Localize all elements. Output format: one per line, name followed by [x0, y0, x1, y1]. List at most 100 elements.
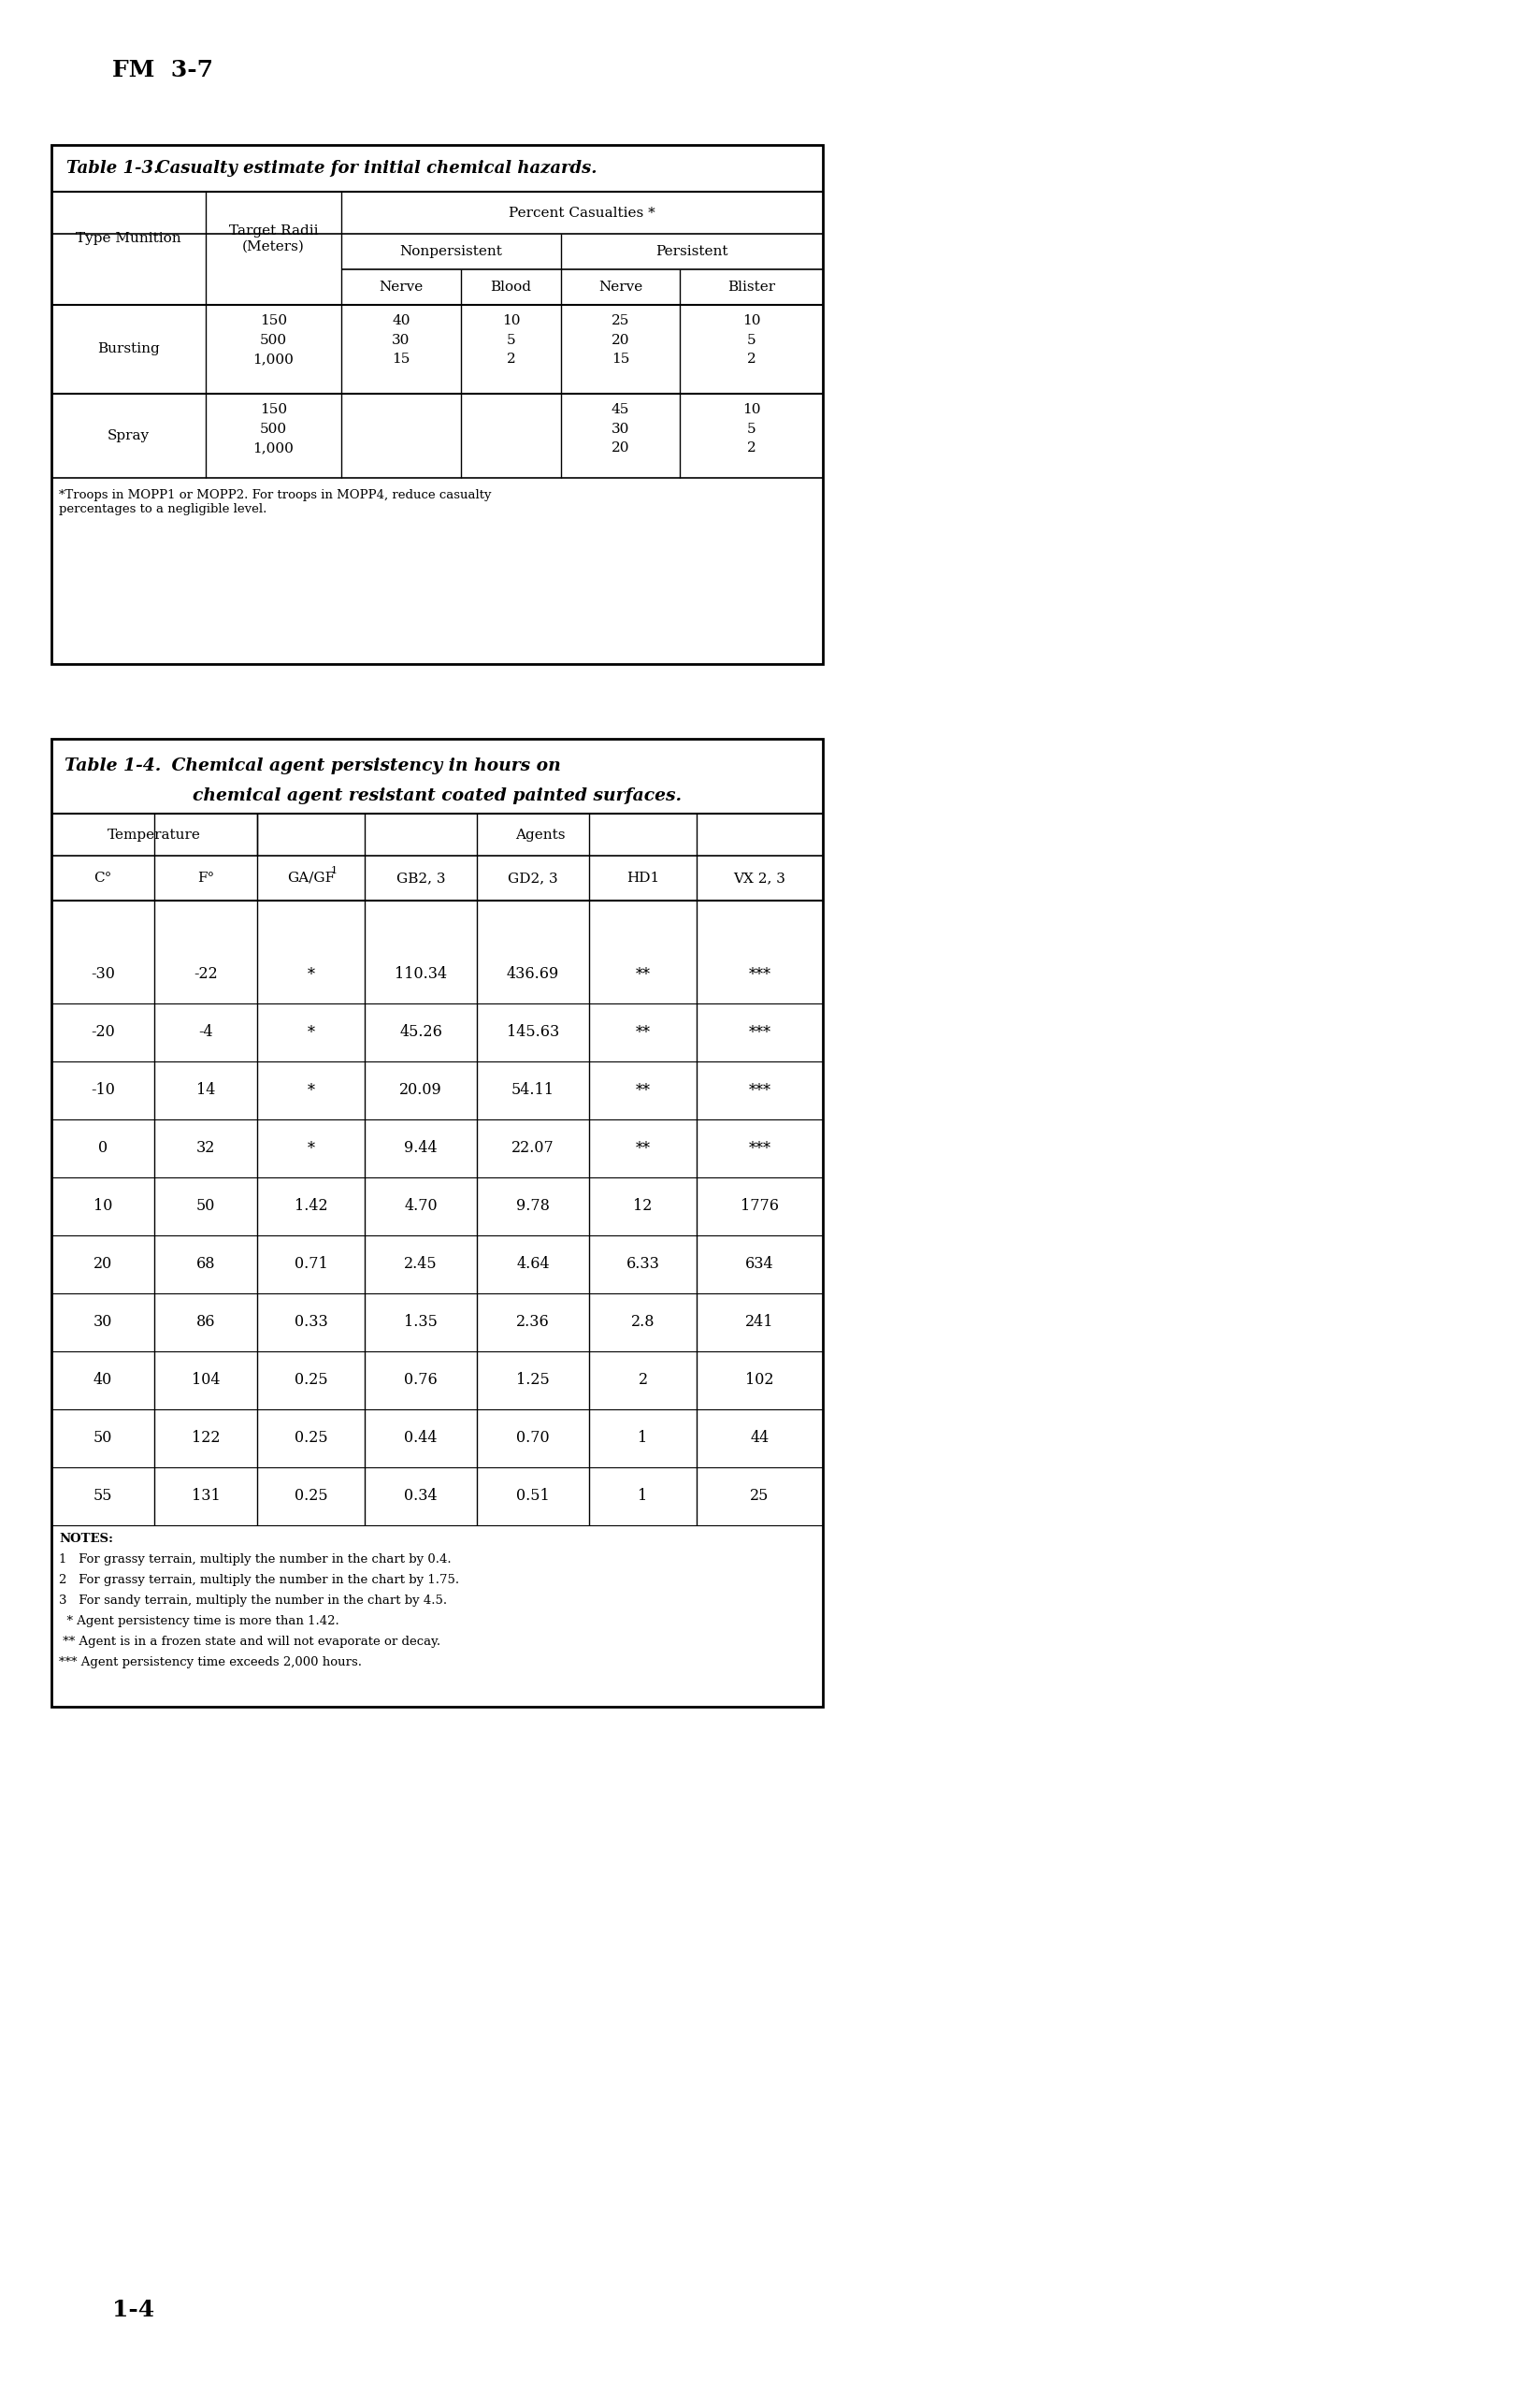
Text: Type Munition: Type Munition [75, 233, 182, 245]
Text: 1: 1 [638, 1431, 648, 1445]
Text: 0.70: 0.70 [516, 1431, 550, 1445]
Text: 45
30
20: 45 30 20 [611, 402, 630, 455]
Text: 131: 131 [191, 1488, 220, 1505]
Text: 32: 32 [196, 1140, 216, 1157]
Text: 1: 1 [331, 867, 337, 876]
Text: ***: *** [748, 1024, 772, 1040]
Text: 20: 20 [94, 1257, 112, 1271]
Text: Persistent: Persistent [656, 245, 728, 257]
Text: 30: 30 [94, 1314, 112, 1331]
Text: *Troops in MOPP1 or MOPP2. For troops in MOPP4, reduce casualty
percentages to a: *Troops in MOPP1 or MOPP2. For troops in… [59, 488, 491, 514]
Text: **: ** [636, 967, 650, 983]
Text: 0: 0 [99, 1140, 108, 1157]
Text: 22.07: 22.07 [511, 1140, 554, 1157]
Text: 50: 50 [196, 1198, 216, 1214]
Text: ** Agent is in a frozen state and will not evaporate or decay.: ** Agent is in a frozen state and will n… [59, 1636, 440, 1648]
Text: 14: 14 [196, 1083, 216, 1098]
Text: *: * [306, 1024, 314, 1040]
Text: -10: -10 [91, 1083, 116, 1098]
Text: 0.71: 0.71 [294, 1257, 328, 1271]
Text: GB2, 3: GB2, 3 [396, 871, 445, 886]
Text: Percent Casualties *: Percent Casualties * [508, 207, 656, 219]
Text: 0.34: 0.34 [403, 1488, 437, 1505]
Text: 9.44: 9.44 [403, 1140, 437, 1157]
Text: 436.69: 436.69 [507, 967, 559, 983]
Text: **: ** [636, 1083, 650, 1098]
Text: -4: -4 [199, 1024, 213, 1040]
Text: ***: *** [748, 1140, 772, 1157]
Text: *: * [306, 1140, 314, 1157]
Text: ***: *** [748, 967, 772, 983]
Text: 2.36: 2.36 [516, 1314, 550, 1331]
Text: 45.26: 45.26 [399, 1024, 442, 1040]
Text: 25
20
15: 25 20 15 [611, 314, 630, 367]
Text: 9.78: 9.78 [516, 1198, 550, 1214]
Bar [51, 145, 822, 664]
Text: 10: 10 [94, 1198, 112, 1214]
Text: 20.09: 20.09 [399, 1083, 442, 1098]
Text: Nonpersistent: Nonpersistent [400, 245, 502, 257]
Text: 1.25: 1.25 [516, 1371, 550, 1388]
Text: 634: 634 [745, 1257, 775, 1271]
Text: Nerve: Nerve [599, 281, 642, 293]
Text: 50: 50 [94, 1431, 112, 1445]
Text: 145.63: 145.63 [507, 1024, 559, 1040]
Text: Casualty estimate for initial chemical hazards.: Casualty estimate for initial chemical h… [151, 160, 598, 176]
Text: -30: -30 [91, 967, 116, 983]
Text: 40
30
15: 40 30 15 [393, 314, 410, 367]
Text: *** Agent persistency time exceeds 2,000 hours.: *** Agent persistency time exceeds 2,000… [59, 1657, 362, 1669]
Text: Chemical agent persistency in hours on: Chemical agent persistency in hours on [165, 757, 561, 774]
Text: 54.11: 54.11 [511, 1083, 554, 1098]
Text: 241: 241 [745, 1314, 775, 1331]
Text: Target Radii
(Meters): Target Radii (Meters) [229, 224, 319, 252]
Text: 150
500
1,000: 150 500 1,000 [253, 402, 294, 455]
Text: **: ** [636, 1024, 650, 1040]
Text: 0.25: 0.25 [294, 1431, 328, 1445]
Text: 104: 104 [191, 1371, 220, 1388]
Text: 1776: 1776 [741, 1198, 779, 1214]
Text: Spray: Spray [108, 429, 149, 443]
Text: 0.25: 0.25 [294, 1488, 328, 1505]
Text: Agents: Agents [514, 829, 565, 840]
Text: 0.76: 0.76 [403, 1371, 437, 1388]
Text: 1: 1 [638, 1488, 648, 1505]
Text: 4.70: 4.70 [403, 1198, 437, 1214]
Text: Blister: Blister [727, 281, 775, 293]
Bar [51, 738, 822, 1707]
Text: 110.34: 110.34 [394, 967, 447, 983]
Text: 1.42: 1.42 [294, 1198, 328, 1214]
Text: NOTES:: NOTES: [59, 1533, 112, 1545]
Text: 1.35: 1.35 [403, 1314, 437, 1331]
Text: 0.25: 0.25 [294, 1371, 328, 1388]
Text: Blood: Blood [490, 281, 531, 293]
Text: GD2, 3: GD2, 3 [508, 871, 557, 886]
Text: Table 1-4.: Table 1-4. [65, 757, 162, 774]
Text: 10
5
2: 10 5 2 [742, 402, 761, 455]
Text: 55: 55 [94, 1488, 112, 1505]
Text: -22: -22 [194, 967, 217, 983]
Text: F°: F° [197, 871, 214, 886]
Text: 2   For grassy terrain, multiply the number in the chart by 1.75.: 2 For grassy terrain, multiply the numbe… [59, 1574, 459, 1586]
Text: 3   For sandy terrain, multiply the number in the chart by 4.5.: 3 For sandy terrain, multiply the number… [59, 1595, 447, 1607]
Text: 6.33: 6.33 [627, 1257, 659, 1271]
Text: 0.44: 0.44 [403, 1431, 437, 1445]
Text: 1-4: 1-4 [112, 2298, 154, 2321]
Text: 68: 68 [196, 1257, 216, 1271]
Text: VX 2, 3: VX 2, 3 [733, 871, 785, 886]
Text: Temperature: Temperature [108, 829, 202, 840]
Text: 86: 86 [196, 1314, 216, 1331]
Text: 1   For grassy terrain, multiply the number in the chart by 0.4.: 1 For grassy terrain, multiply the numbe… [59, 1552, 451, 1567]
Text: 10
5
2: 10 5 2 [742, 314, 761, 367]
Text: chemical agent resistant coated painted surfaces.: chemical agent resistant coated painted … [192, 788, 682, 805]
Text: C°: C° [94, 871, 112, 886]
Text: 10
5
2: 10 5 2 [502, 314, 521, 367]
Text: 25: 25 [750, 1488, 770, 1505]
Text: 2.8: 2.8 [631, 1314, 654, 1331]
Text: Table 1-3.: Table 1-3. [66, 160, 159, 176]
Text: 2: 2 [638, 1371, 647, 1388]
Text: HD1: HD1 [627, 871, 659, 886]
Text: 102: 102 [745, 1371, 775, 1388]
Text: Bursting: Bursting [97, 343, 160, 355]
Text: * Agent persistency time is more than 1.42.: * Agent persistency time is more than 1.… [59, 1614, 339, 1626]
Text: *: * [306, 967, 314, 983]
